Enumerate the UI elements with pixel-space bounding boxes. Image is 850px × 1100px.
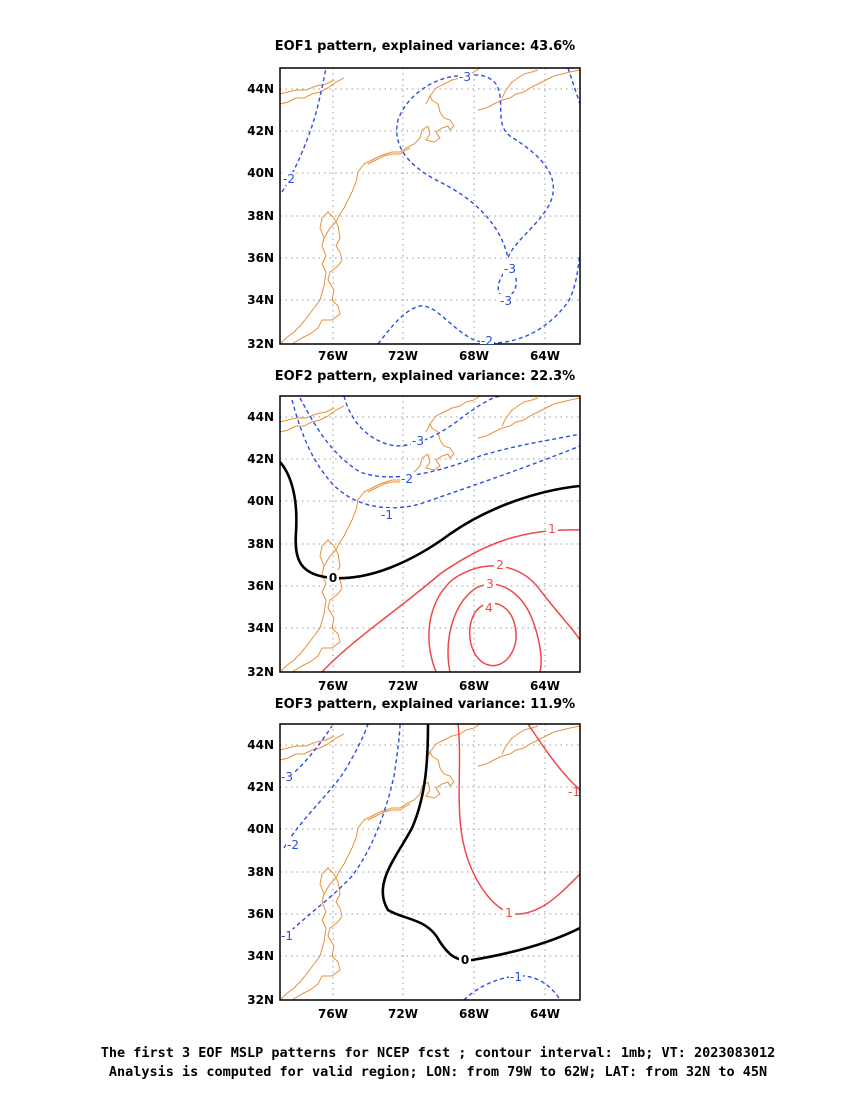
- panel2-label-pos4: 4: [485, 601, 493, 615]
- panel3-x-axis: 76W 72W 68W 64W: [318, 1007, 560, 1021]
- panel3-ytick: 36N: [247, 907, 274, 921]
- panel3-label-neg3: -3: [281, 770, 293, 784]
- panel2-ytick: 44N: [247, 410, 274, 424]
- panel1-xtick: 72W: [388, 349, 418, 363]
- panel1-coastline: [280, 68, 580, 344]
- panel1-map: [279, 67, 581, 345]
- panel1-ytick: 42N: [247, 124, 274, 138]
- panel3-label-neg1-left: -1: [281, 929, 293, 943]
- panel1-label-neg3-small: -3: [500, 294, 512, 308]
- panel1-xtick: 76W: [318, 349, 348, 363]
- panel1-contour-neg4-corner: [567, 68, 580, 105]
- panel3-xtick: 68W: [459, 1007, 489, 1021]
- panel3-contour-neg1-left: [281, 724, 401, 941]
- panel3-xtick: 64W: [530, 1007, 560, 1021]
- panel1-xtick: 64W: [530, 349, 560, 363]
- panel2-grid: [280, 396, 580, 672]
- panel2-label-pos2: 2: [496, 558, 504, 572]
- panel1-y-axis: 44N 42N 40N 38N 36N 34N 32N: [247, 82, 274, 351]
- panel3-contour-zero: [381, 724, 580, 962]
- panel2-ytick: 42N: [247, 452, 274, 466]
- panel2-title: EOF2 pattern, explained variance: 22.3%: [275, 369, 575, 384]
- panel3-contour-pos-corner: [527, 724, 580, 791]
- panel2-contour-pos1: [321, 529, 580, 672]
- panel2-contour-pos4: [469, 602, 517, 667]
- panel3-ytick: 38N: [247, 865, 274, 879]
- panel2-ytick: 38N: [247, 537, 274, 551]
- panel3-title: EOF3 pattern, explained variance: 11.9%: [275, 697, 575, 712]
- panel1-contour-neg3-large: [396, 74, 555, 261]
- panel2-coastline: [280, 396, 580, 672]
- panel3-label-neg2: -2: [287, 838, 299, 852]
- caption-line2: Analysis is computed for valid region; L…: [109, 1064, 767, 1080]
- panel1-ytick: 32N: [247, 337, 274, 351]
- panel2-x-axis: 76W 72W 68W 64W: [318, 679, 560, 693]
- panel3-ytick: 42N: [247, 780, 274, 794]
- panel2-label-pos1: 1: [548, 522, 556, 536]
- panel3-label-pos1: 1: [505, 906, 513, 920]
- panel3-xtick: 76W: [318, 1007, 348, 1021]
- panel1-ytick: 40N: [247, 166, 274, 180]
- panel3-label-neg1-bottom: -1: [510, 970, 522, 984]
- panel2-y-axis: 44N 42N 40N 38N 36N 34N 32N: [247, 410, 274, 679]
- panel2-label-neg3: -3: [412, 434, 424, 448]
- panel2-frame: [279, 395, 581, 673]
- panel2-map: [279, 395, 581, 673]
- panel3-y-axis: 44N 42N 40N 38N 36N 34N 32N: [247, 738, 274, 1007]
- panel3-coastline: [280, 724, 580, 1000]
- panel3-label-corner: -1: [568, 785, 580, 799]
- panel1-label-neg3-right: -3: [504, 262, 516, 276]
- panel3-contour-neg2: [283, 724, 369, 849]
- panel2-ytick: 32N: [247, 665, 274, 679]
- panel1-grid: [280, 68, 580, 344]
- panel1-contour-neg2-bottom: [377, 251, 580, 344]
- panel1-ytick: 38N: [247, 209, 274, 223]
- panel3-ytick: 40N: [247, 822, 274, 836]
- panel2-label-pos3: 3: [486, 577, 494, 591]
- panel2-ytick: 40N: [247, 494, 274, 508]
- panel3-ytick: 34N: [247, 949, 274, 963]
- panel2-xtick: 76W: [318, 679, 348, 693]
- panel2-xtick: 64W: [530, 679, 560, 693]
- panel2-label-zero: 0: [329, 571, 337, 585]
- panel1-label-neg2-bottom: -2: [481, 334, 493, 348]
- panel1-x-axis: 76W 72W 68W 64W: [318, 349, 560, 363]
- panel3-frame: [279, 723, 581, 1001]
- panel2-contour-neg1: [291, 399, 580, 509]
- panel3-ytick: 44N: [247, 738, 274, 752]
- panel1-xtick: 68W: [459, 349, 489, 363]
- panel3-contour-neg3: [283, 725, 333, 781]
- caption-line1: The first 3 EOF MSLP patterns for NCEP f…: [101, 1045, 776, 1061]
- panel2-contour-zero: [280, 461, 580, 580]
- panel3-ytick: 32N: [247, 993, 274, 1007]
- panel3-xtick: 72W: [388, 1007, 418, 1021]
- panel1-label-neg3-top: -3: [459, 70, 471, 84]
- panel2-contour-pos3: [447, 583, 542, 672]
- panel2-ytick: 34N: [247, 621, 274, 635]
- panel3-map: [279, 723, 581, 1001]
- panel1-ytick: 34N: [247, 293, 274, 307]
- panel2-label-neg1: -1: [381, 508, 393, 522]
- panel2-ytick: 36N: [247, 579, 274, 593]
- panel3-contour-pos1: [457, 724, 580, 915]
- panel3-grid: [280, 724, 580, 1000]
- panel2-contour-pos2: [428, 565, 580, 672]
- panel2-xtick: 68W: [459, 679, 489, 693]
- panel2-contour-neg2: [299, 397, 580, 478]
- panel2-xtick: 72W: [388, 679, 418, 693]
- panel1-title: EOF1 pattern, explained variance: 43.6%: [275, 39, 575, 54]
- panel1-label-neg2-left: -2: [283, 172, 295, 186]
- panel3-label-zero: 0: [461, 953, 469, 967]
- panel1-ytick: 44N: [247, 82, 274, 96]
- panel2-label-neg2: -2: [401, 472, 413, 486]
- panel1-frame: [279, 67, 581, 345]
- contour-labels: -3 -2 -3 -3 -2 -4 -3 -2 -1 0 1 2 3 4 -3 …: [281, 70, 580, 984]
- panel1-ytick: 36N: [247, 251, 274, 265]
